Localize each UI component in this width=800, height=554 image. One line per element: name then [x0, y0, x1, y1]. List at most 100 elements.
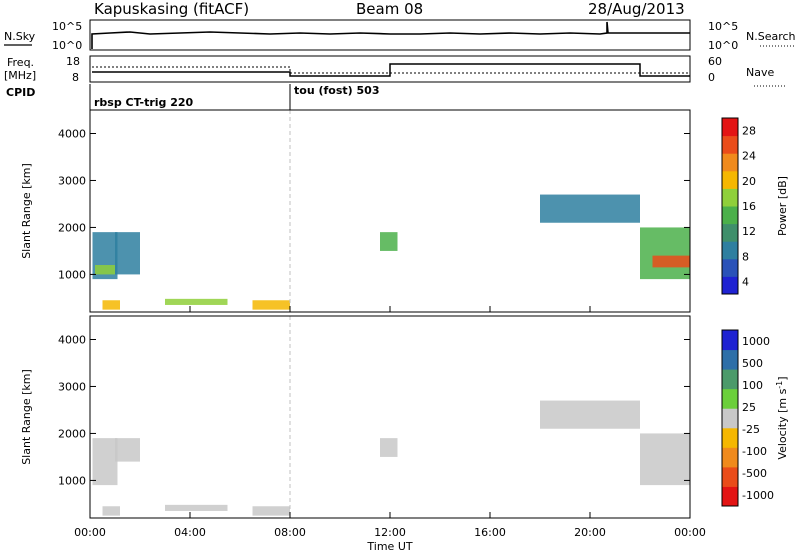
date-label: 28/Aug/2013: [588, 0, 685, 18]
beam-label: Beam 08: [356, 0, 423, 18]
velocity-colorbar-tick: -1000: [742, 489, 774, 502]
nave-trace: [92, 66, 690, 74]
nave-tick-top: 60: [708, 55, 722, 68]
cpid-segment-2: tou (fost) 503: [294, 84, 379, 97]
time-tick-label: 00:00: [674, 526, 706, 539]
velocity-scatter-patch: [640, 433, 690, 486]
power-scatter-patch: [115, 232, 140, 275]
velocity-colorbar-tick: -500: [742, 467, 767, 480]
velocity-colorbar-swatch: [722, 349, 738, 370]
power-colorbar-swatches: [722, 118, 738, 295]
velocity-scatter-patch: [252, 506, 290, 516]
velocity-colorbar-swatches: [722, 330, 738, 507]
velocity-scatter-patch: [380, 438, 398, 457]
nsky-tick-top-right: 10^5: [708, 20, 738, 33]
velocity-colorbar-tick: 25: [742, 401, 756, 414]
power-ytick-label: 3000: [58, 174, 86, 187]
nsky-trace: [91, 21, 690, 49]
velocity-scatter-patch: [115, 438, 140, 462]
velocity-scatter-patch: [102, 506, 120, 516]
power-scatter-patch: [652, 255, 690, 268]
power-colorbar-swatch: [722, 276, 738, 295]
velocity-colorbar-swatch: [722, 466, 738, 487]
radar-title: Kapuskasing (fitACF): [94, 0, 249, 18]
nave-label: Nave: [746, 66, 774, 79]
power-colorbar-swatch: [722, 118, 738, 137]
velocity-ytick-label: 3000: [58, 380, 86, 393]
freq-tick-bottom: 8: [72, 71, 79, 84]
time-tick-label: 16:00: [474, 526, 506, 539]
power-colorbar-swatch: [722, 241, 738, 260]
time-tick-label: 08:00: [274, 526, 306, 539]
velocity-scatter-patch: [92, 438, 118, 486]
velocity-colorbar-tick: 500: [742, 357, 763, 370]
velocity-colorbar-tick: -25: [742, 423, 760, 436]
freq-label: Freq.: [7, 56, 34, 69]
power-colorbar-tick: 24: [742, 150, 756, 163]
power-scatter-patch: [540, 194, 640, 223]
velocity-colorbar-swatch: [722, 330, 738, 351]
cpid-segment-1: rbsp CT-trig 220: [94, 96, 194, 109]
power-colorbar-swatch: [722, 153, 738, 172]
cpid-label: CPID: [6, 86, 35, 99]
velocity-ytick-label: 1000: [58, 474, 86, 487]
nsky-label: N.Sky: [4, 30, 36, 43]
time-tick-label: 04:00: [174, 526, 206, 539]
time-tick-label: 00:00: [74, 526, 106, 539]
freq-trace: [92, 63, 690, 77]
power-colorbar-tick: 16: [742, 200, 756, 213]
velocity-ytick-label: 2000: [58, 427, 86, 440]
power-colorbar-ticks: 28 24 20 16 12 8 4: [742, 125, 756, 289]
power-scatter-patch: [165, 298, 228, 305]
nsky-tick-bottom-right: 10^0: [708, 39, 738, 52]
power-colorbar-swatch: [722, 135, 738, 154]
power-colorbar-tick: 28: [742, 125, 756, 138]
nsearch-label: N.Search: [746, 30, 796, 43]
nsky-strip-frame: [89, 19, 691, 51]
power-colorbar-tick: 8: [742, 250, 749, 263]
velocity-colorbar-swatch: [722, 408, 738, 429]
velocity-data-layer: [92, 316, 690, 518]
power-scatter-patch: [640, 227, 690, 280]
freq-tick-top: 18: [66, 55, 80, 68]
time-axis-label: Time UT: [366, 540, 412, 553]
power-ylabel: Slant Range [km]: [20, 163, 33, 259]
time-axis-ticks: 00:00 04:00 08:00 12:00 16:00 20:00 00:00: [74, 306, 706, 539]
velocity-colorbar-ticks: 1000 500 100 25 -25 -100 -500 -1000: [742, 335, 774, 502]
power-colorbar-frame: [721, 117, 739, 295]
power-colorbar-tick: 12: [742, 225, 756, 238]
power-colorbar: 28 24 20 16 12 8 4 Power [dB]: [721, 117, 789, 295]
power-ytick-label: 4000: [58, 127, 86, 140]
velocity-colorbar-tick: 100: [742, 379, 763, 392]
velocity-colorbar-swatch: [722, 486, 738, 507]
time-tick-label: 12:00: [374, 526, 406, 539]
power-colorbar-tick: 4: [742, 275, 749, 288]
power-ytick-label: 2000: [58, 221, 86, 234]
velocity-ylabel: Slant Range [km]: [20, 369, 33, 465]
power-ytick-label: 1000: [58, 268, 86, 281]
velocity-colorbar: 1000 500 100 25 -25 -100 -500 -1000 Velocity [m…: [721, 329, 789, 507]
velocity-colorbar-swatch: [722, 369, 738, 390]
nave-tick-bottom: 0: [708, 71, 715, 84]
power-panel: 4000 3000 2000 1000 Slant Range [km]: [20, 109, 691, 313]
nsky-tick-top: 10^5: [52, 20, 82, 33]
power-colorbar-swatch: [722, 223, 738, 242]
power-colorbar-swatch: [722, 170, 738, 189]
velocity-scatter-patch: [165, 504, 228, 511]
power-scatter-patch: [95, 265, 115, 275]
velocity-ytick-label: 4000: [58, 333, 86, 346]
velocity-colorbar-swatch: [722, 427, 738, 448]
power-colorbar-swatch: [722, 258, 738, 277]
power-yticks: 4000 3000 2000 1000: [58, 127, 690, 281]
power-data-layer: [92, 110, 690, 312]
velocity-yticks: 4000 3000 2000 1000: [58, 333, 690, 487]
velocity-colorbar-label: Velocity [m s-1]: [775, 376, 789, 459]
time-tick-label: 20:00: [574, 526, 606, 539]
power-scatter-patch: [380, 232, 398, 251]
freq-strip-frame: [89, 55, 691, 83]
velocity-colorbar-swatch: [722, 447, 738, 468]
power-colorbar-swatch: [722, 206, 738, 225]
power-scatter-patch: [102, 300, 120, 310]
velocity-panel: 4000 3000 2000 1000 Slant Range [km]: [20, 315, 691, 519]
